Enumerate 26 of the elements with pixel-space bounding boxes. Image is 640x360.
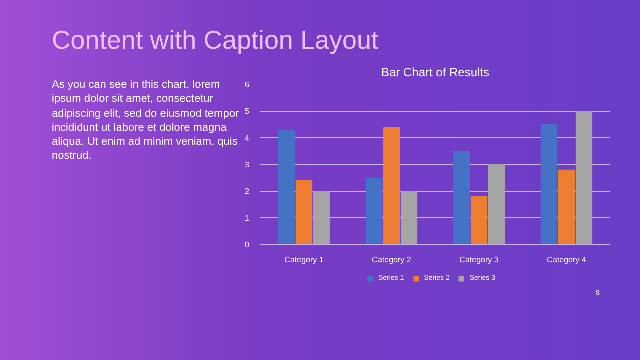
bar: [470, 196, 488, 244]
bar: [488, 164, 506, 244]
bar: [366, 178, 383, 244]
bar: [558, 170, 576, 244]
y-tick-label: 6: [245, 80, 250, 90]
y-tick-label: 4: [245, 134, 250, 143]
y-tick-label: 5: [245, 107, 250, 116]
bar: [313, 191, 330, 244]
chart-title: Bar Chart of Results: [381, 66, 490, 80]
x-tick-label: Category 4: [547, 256, 587, 264]
x-tick-label: Category 3: [460, 256, 500, 264]
y-tick-label: 2: [245, 187, 250, 196]
bar: [383, 127, 400, 244]
bar: [453, 151, 470, 244]
y-tick-label: 3: [245, 160, 250, 170]
text: Content with Caption Layout: [52, 24, 379, 57]
y-tick-label: 1: [245, 214, 250, 223]
bar: [296, 180, 313, 244]
bar: [576, 111, 593, 244]
bar: [400, 191, 418, 244]
bar: [278, 130, 296, 244]
text: As you can see in this chart, lorem ipsum dolor sit amet, consectetur adipiscing elit, sed do eiusmod tempor incididunt ut labore et dolore magna aliqua. Ut enim ad minim veniam, quis nostrud.: [52, 78, 240, 164]
x-tick-label: Category 1: [284, 256, 324, 264]
bar: [540, 124, 558, 244]
y-tick-label: 0: [245, 240, 250, 250]
x-tick-label: Category 2: [372, 256, 412, 264]
